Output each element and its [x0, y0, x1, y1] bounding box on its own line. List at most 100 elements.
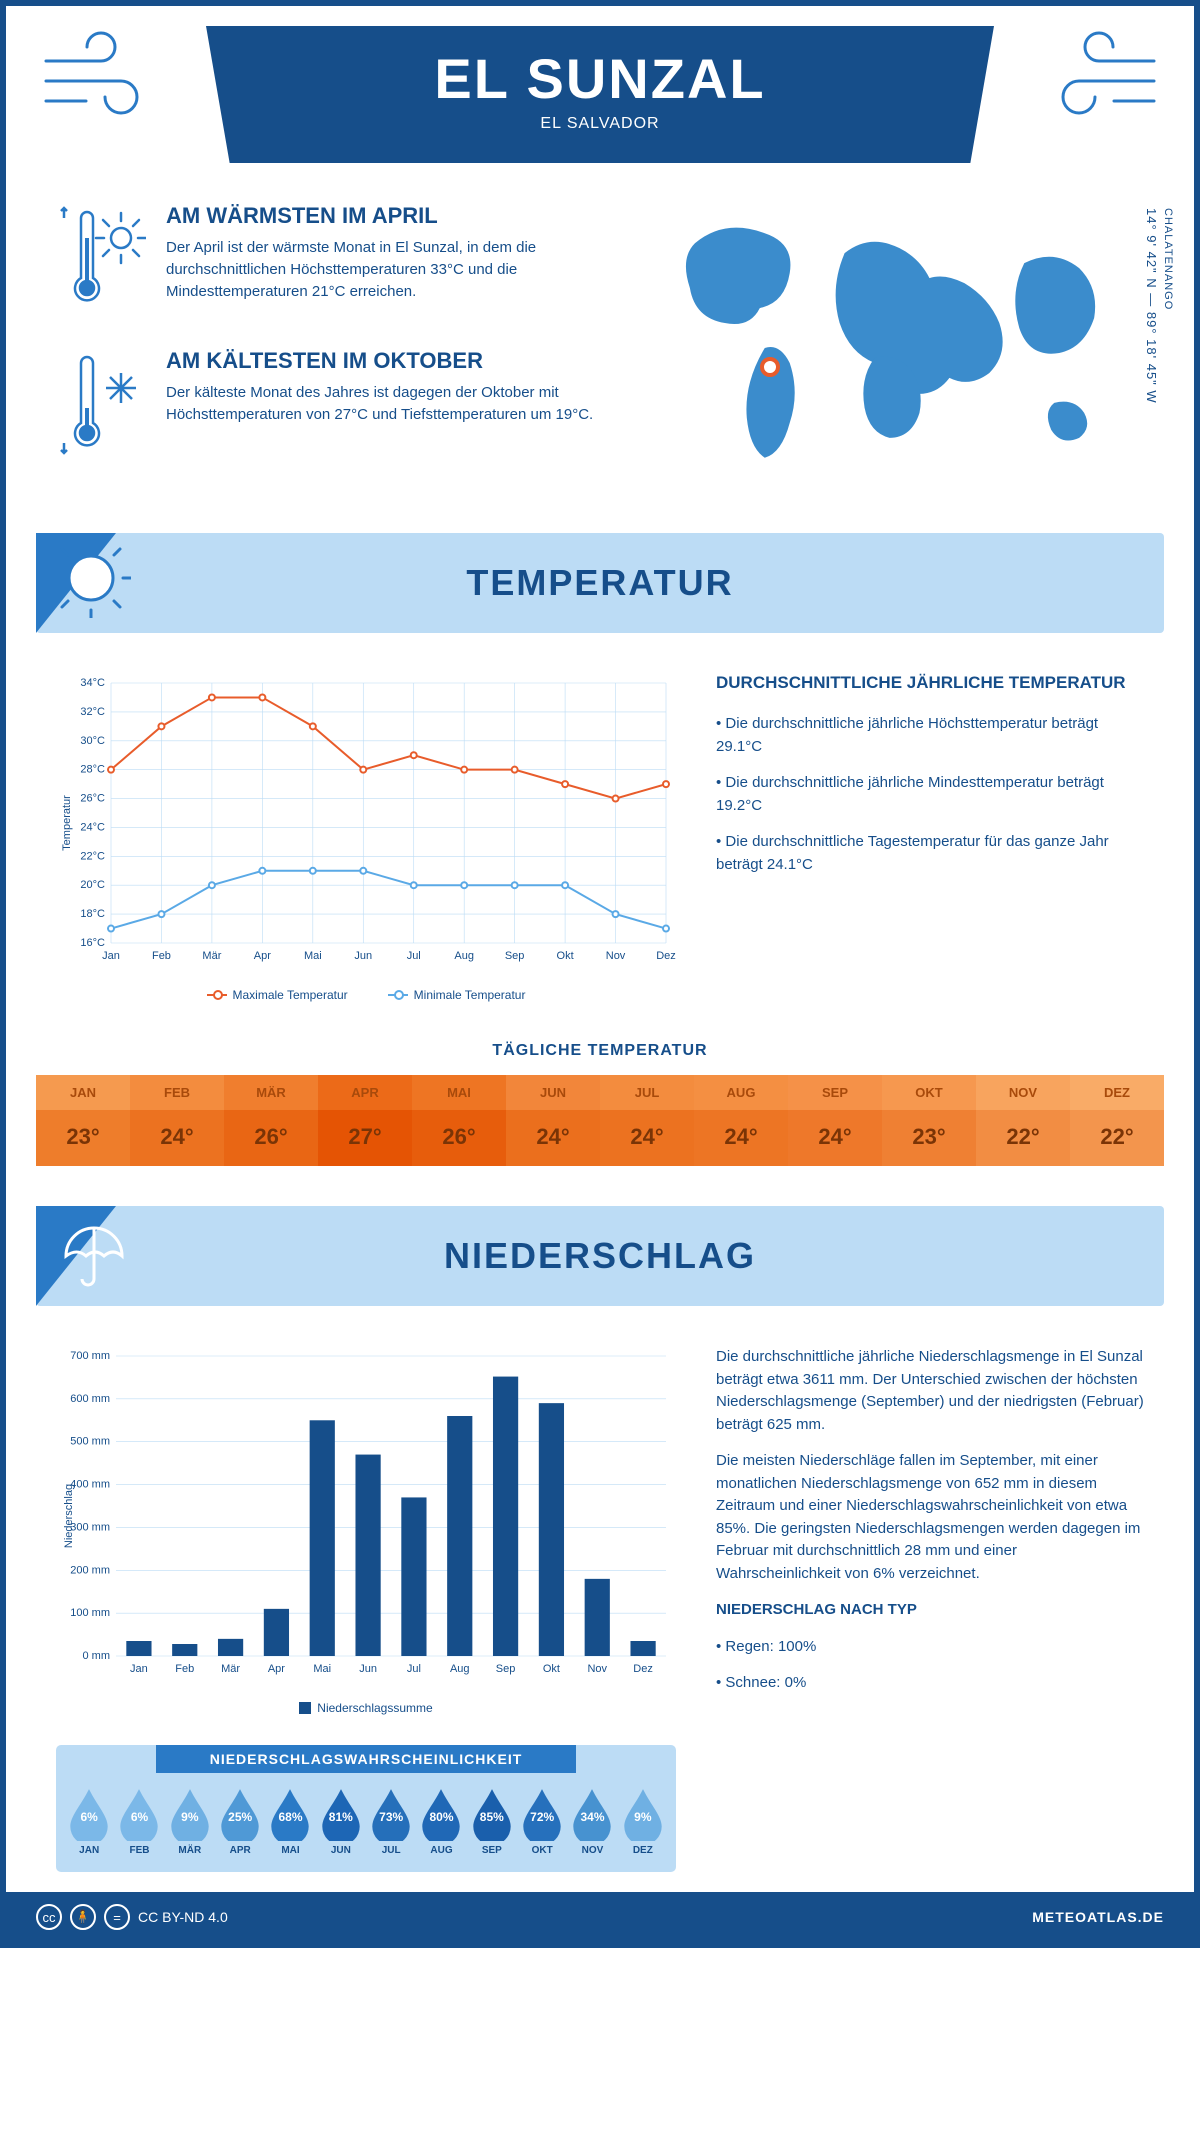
- temperature-description: DURCHSCHNITTLICHE JÄHRLICHE TEMPERATUR •…: [716, 673, 1144, 1002]
- drop-month: DEZ: [620, 1845, 666, 1856]
- drop-month: AUG: [418, 1845, 464, 1856]
- world-map: CHALATENANGO 14° 9' 42" N — 89° 18' 45" …: [645, 203, 1144, 493]
- drop-pct: 6%: [80, 1810, 97, 1824]
- svg-text:Nov: Nov: [606, 950, 626, 962]
- drop-pct: 73%: [379, 1810, 403, 1824]
- drop-pct: 81%: [329, 1810, 353, 1824]
- by-icon: 🧍: [70, 1904, 96, 1930]
- strip-head: FEB: [130, 1075, 224, 1110]
- desc-subheading: NIEDERSCHLAG NACH TYP: [716, 1601, 917, 1618]
- strip-value: 24°: [130, 1110, 224, 1166]
- desc-bullet: • Die durchschnittliche Tagestemperatur …: [716, 831, 1144, 876]
- strip-head: OKT: [882, 1075, 976, 1110]
- strip-head: MAI: [412, 1075, 506, 1110]
- svg-text:200 mm: 200 mm: [70, 1564, 110, 1576]
- drop-month: JUL: [368, 1845, 414, 1856]
- svg-text:Mär: Mär: [221, 1663, 240, 1675]
- drop-cell: 80% AUG: [418, 1787, 464, 1856]
- drop-cell: 25% APR: [217, 1787, 263, 1856]
- desc-text: Die durchschnittliche jährliche Niedersc…: [716, 1346, 1144, 1436]
- strip-value: 24°: [506, 1110, 600, 1166]
- desc-bullet: • Schnee: 0%: [716, 1672, 1144, 1695]
- drop-month: NOV: [569, 1845, 615, 1856]
- svg-text:28°C: 28°C: [80, 764, 105, 776]
- strip-value: 27°: [318, 1110, 412, 1166]
- drop-month: JUN: [318, 1845, 364, 1856]
- svg-text:Temperatur: Temperatur: [61, 795, 73, 851]
- nd-icon: =: [104, 1904, 130, 1930]
- strip-head: JUN: [506, 1075, 600, 1110]
- legend-label: Minimale Temperatur: [414, 988, 526, 1002]
- svg-text:Mai: Mai: [304, 950, 322, 962]
- drop-cell: 9% MÄR: [167, 1787, 213, 1856]
- precip-bar-chart: 0 mm100 mm200 mm300 mm400 mm500 mm600 mm…: [56, 1346, 676, 1872]
- drop-month: SEP: [469, 1845, 515, 1856]
- facts-column: AM WÄRMSTEN IM APRIL Der April ist der w…: [56, 203, 605, 493]
- svg-text:700 mm: 700 mm: [70, 1350, 110, 1362]
- daily-temp-strip: JANFEBMÄRAPRMAIJUNJULAUGSEPOKTNOVDEZ23°2…: [36, 1075, 1164, 1166]
- svg-text:Jun: Jun: [359, 1663, 377, 1675]
- strip-value: 22°: [1070, 1110, 1164, 1166]
- fact-text: Der April ist der wärmste Monat in El Su…: [166, 237, 605, 302]
- drop-cell: 34% NOV: [569, 1787, 615, 1856]
- strip-head: MÄR: [224, 1075, 318, 1110]
- drop-month: JAN: [66, 1845, 112, 1856]
- page-title: EL SUNZAL: [206, 46, 994, 111]
- strip-head: DEZ: [1070, 1075, 1164, 1110]
- svg-text:Jul: Jul: [407, 950, 421, 962]
- svg-text:Feb: Feb: [152, 950, 171, 962]
- header-row: EL SUNZAL EL SALVADOR: [6, 6, 1194, 173]
- site-label: METEOATLAS.DE: [1032, 1909, 1164, 1925]
- strip-head: AUG: [694, 1075, 788, 1110]
- temperature-line-chart: 16°C18°C20°C22°C24°C26°C28°C30°C32°C34°C…: [56, 673, 676, 1002]
- section-title: TEMPERATUR: [36, 562, 1164, 604]
- drop-pct: 25%: [228, 1810, 252, 1824]
- section-bar-temperature: TEMPERATUR: [36, 533, 1164, 633]
- svg-text:26°C: 26°C: [80, 793, 105, 805]
- svg-text:18°C: 18°C: [80, 908, 105, 920]
- svg-text:100 mm: 100 mm: [70, 1607, 110, 1619]
- fact-coldest: AM KÄLTESTEN IM OKTOBER Der kälteste Mon…: [56, 348, 605, 463]
- strip-value: 26°: [224, 1110, 318, 1166]
- strip-head: APR: [318, 1075, 412, 1110]
- title-banner: EL SUNZAL EL SALVADOR: [206, 26, 994, 163]
- drop-cell: 6% FEB: [116, 1787, 162, 1856]
- svg-text:Apr: Apr: [268, 1663, 285, 1675]
- svg-text:Aug: Aug: [454, 950, 474, 962]
- drop-month: OKT: [519, 1845, 565, 1856]
- page-subtitle: EL SALVADOR: [206, 115, 994, 133]
- strip-value: 22°: [976, 1110, 1070, 1166]
- svg-text:34°C: 34°C: [80, 677, 105, 689]
- svg-text:Dez: Dez: [656, 950, 676, 962]
- desc-bullet: • Die durchschnittliche jährliche Höchst…: [716, 713, 1144, 758]
- coords-label: 14° 9' 42" N — 89° 18' 45" W: [1144, 208, 1159, 404]
- desc-bullet: • Die durchschnittliche jährliche Mindes…: [716, 772, 1144, 817]
- fact-title: AM WÄRMSTEN IM APRIL: [166, 203, 605, 229]
- svg-text:600 mm: 600 mm: [70, 1393, 110, 1405]
- svg-text:22°C: 22°C: [80, 850, 105, 862]
- drop-pct: 85%: [480, 1810, 504, 1824]
- drop-cell: 68% MAI: [267, 1787, 313, 1856]
- svg-text:Feb: Feb: [175, 1663, 194, 1675]
- svg-text:Okt: Okt: [557, 950, 574, 962]
- strip-head: NOV: [976, 1075, 1070, 1110]
- svg-text:Sep: Sep: [505, 950, 525, 962]
- location-marker-icon: [760, 357, 780, 377]
- fact-title: AM KÄLTESTEN IM OKTOBER: [166, 348, 605, 374]
- drop-cell: 81% JUN: [318, 1787, 364, 1856]
- drop-pct: 34%: [580, 1810, 604, 1824]
- desc-bullet: • Regen: 100%: [716, 1636, 1144, 1659]
- drop-month: APR: [217, 1845, 263, 1856]
- svg-text:Apr: Apr: [254, 950, 271, 962]
- drop-pct: 9%: [634, 1810, 651, 1824]
- svg-text:0 mm: 0 mm: [83, 1650, 111, 1662]
- svg-text:500 mm: 500 mm: [70, 1436, 110, 1448]
- strip-head: JUL: [600, 1075, 694, 1110]
- precip-probability-panel: NIEDERSCHLAGSWAHRSCHEINLICHKEIT 6% JAN 6…: [56, 1745, 676, 1872]
- region-label: CHALATENANGO: [1162, 208, 1174, 310]
- thermometer-snow-icon: [56, 348, 146, 463]
- drop-month: FEB: [116, 1845, 162, 1856]
- svg-text:400 mm: 400 mm: [70, 1479, 110, 1491]
- svg-text:30°C: 30°C: [80, 735, 105, 747]
- thermometer-sun-icon: [56, 203, 146, 318]
